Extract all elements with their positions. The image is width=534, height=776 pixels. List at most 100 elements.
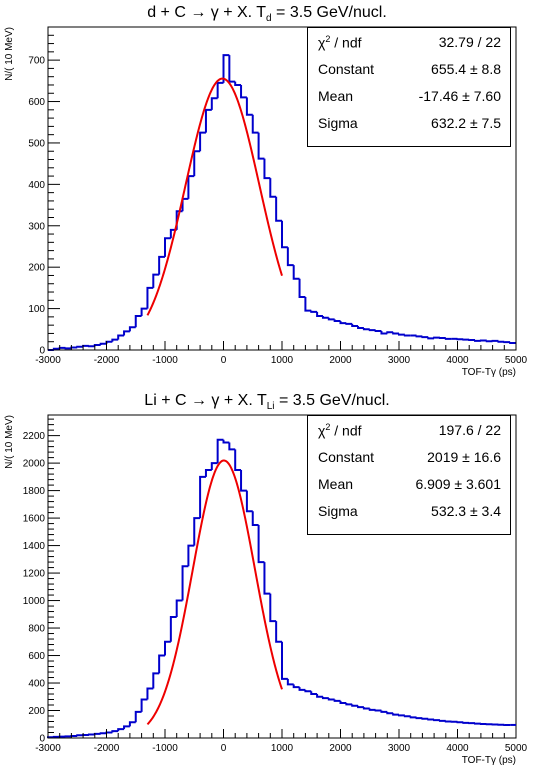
histogram-bin [339, 321, 347, 325]
histogram-bin [134, 710, 142, 723]
histogram-bin [403, 715, 411, 718]
x-tick-label: -3000 [35, 743, 61, 754]
histogram-bin [351, 704, 359, 707]
histogram-bins [48, 54, 516, 351]
histogram-bin [128, 721, 136, 727]
x-tick-label: 5000 [505, 355, 528, 366]
histogram-bin [444, 720, 452, 723]
histogram-plot: -3000 -2000 -1000 0 1000 2000 3000 4000 5000 0 200… [4, 414, 528, 766]
histogram-bin [76, 734, 84, 737]
chart-panel-lithium: Li + C → γ + X. TLi = 3.5 GeV/nucl. -300… [0, 388, 534, 776]
histogram-bin [275, 621, 282, 643]
y-tick-label: 2000 [23, 459, 46, 470]
histogram-bin [204, 468, 212, 477]
histogram-bin [374, 709, 382, 712]
histogram-bin [228, 442, 236, 451]
histogram-bin [228, 55, 236, 83]
histogram-bin [175, 599, 183, 618]
histogram-bin [187, 175, 195, 199]
histogram-bin [292, 265, 300, 280]
y-tick-label: 1000 [23, 596, 46, 607]
stats-row-mean: Mean 6.909 ± 3.601 [318, 476, 501, 492]
histogram-bin [409, 716, 417, 719]
y-tick-label: 1800 [23, 486, 46, 497]
histogram-bin [357, 705, 364, 709]
histogram-bin [181, 565, 189, 601]
fit-stats-box: χ2 / ndf 197.6 / 22 Constant 2019 ± 16.6 M… [307, 415, 511, 535]
stats-row-chi2: χ2 / ndf 32.79 / 22 [318, 34, 501, 51]
histogram-bin [368, 329, 376, 332]
histogram-bin [199, 131, 206, 152]
histogram-bin [415, 335, 423, 338]
histogram-bin [251, 114, 259, 134]
histogram-bin [146, 687, 154, 700]
histogram-bin [210, 97, 218, 110]
x-tick-label: 0 [221, 743, 227, 754]
y-tick-label: 500 [28, 138, 45, 149]
y-tick-label: 800 [28, 624, 45, 635]
histogram-bin [210, 462, 218, 470]
histogram-bin [105, 731, 113, 734]
x-tick-label: 3000 [388, 743, 411, 754]
histogram-bin [140, 698, 148, 712]
histogram-bin [316, 311, 323, 318]
x-tick-label: -2000 [94, 355, 120, 366]
histogram-bin [216, 438, 224, 464]
x-tick-label: -1000 [152, 355, 178, 366]
histogram-bin [281, 220, 288, 249]
y-tick-label: 300 [28, 221, 45, 232]
histogram-bin [169, 616, 177, 642]
x-axis-title: TOF-Tγ (ps) [462, 367, 516, 378]
histogram-bin [123, 725, 130, 730]
stats-row-mean: Mean -17.46 ± 7.60 [318, 88, 501, 104]
histogram-bin [105, 340, 113, 344]
histogram-bin [392, 332, 399, 335]
histogram-bin [421, 717, 429, 720]
y-tick-label: 2200 [23, 431, 46, 442]
stats-row-sigma: Sigma 632.2 ± 7.5 [318, 115, 501, 131]
histogram-bin [99, 342, 107, 346]
histogram-bin [351, 323, 359, 327]
x-tick-label: 3000 [388, 355, 411, 366]
histogram-bin [345, 322, 353, 325]
x-axis-title: TOF-Tγ (ps) [462, 755, 516, 766]
chart-panel-deuteron: d + C → γ + X. Td = 3.5 GeV/nucl. -3000-… [4, 4, 528, 378]
x-tick-label: -3000 [35, 355, 61, 366]
y-tick-label: 400 [28, 180, 45, 191]
histogram-bin [444, 337, 452, 340]
histogram-bin [111, 338, 119, 342]
x-tick-label: 5000 [505, 743, 528, 754]
x-tick-label: 2000 [329, 355, 352, 366]
histogram-bin [292, 684, 300, 689]
histogram-bin [128, 326, 136, 332]
y-tick-label: 200 [28, 263, 45, 274]
histogram-bin [181, 197, 189, 212]
histogram-bin [380, 710, 388, 713]
histogram-bin [117, 334, 125, 340]
histogram-bin [99, 732, 107, 735]
y-tick-label: 700 [28, 56, 45, 67]
histogram-bin [251, 511, 259, 526]
histogram-bin [310, 310, 318, 313]
histogram-bin [257, 132, 265, 160]
histogram-bin [497, 340, 505, 343]
histogram-bin [123, 330, 130, 336]
histogram-bin [485, 340, 493, 343]
x-tick-label: -2000 [94, 743, 120, 754]
y-tick-label: 600 [28, 97, 45, 108]
histogram-bin [462, 721, 470, 724]
histogram-bin [152, 672, 160, 689]
histogram-bin [193, 150, 201, 177]
histogram-bin [93, 344, 101, 347]
histogram-bin [368, 708, 376, 711]
histogram-bin [298, 687, 306, 691]
histogram-bin [339, 700, 347, 704]
y-tick-label: 1200 [23, 569, 46, 580]
histogram-bin [281, 641, 288, 680]
histogram-bin [240, 84, 247, 99]
histogram-bin [158, 654, 165, 674]
stats-row-sigma: Sigma 532.3 ± 3.4 [318, 503, 501, 519]
histogram-bin [263, 158, 271, 180]
stats-row-chi2: χ2 / ndf 197.6 / 22 [318, 422, 501, 439]
histogram-bin [164, 237, 171, 257]
